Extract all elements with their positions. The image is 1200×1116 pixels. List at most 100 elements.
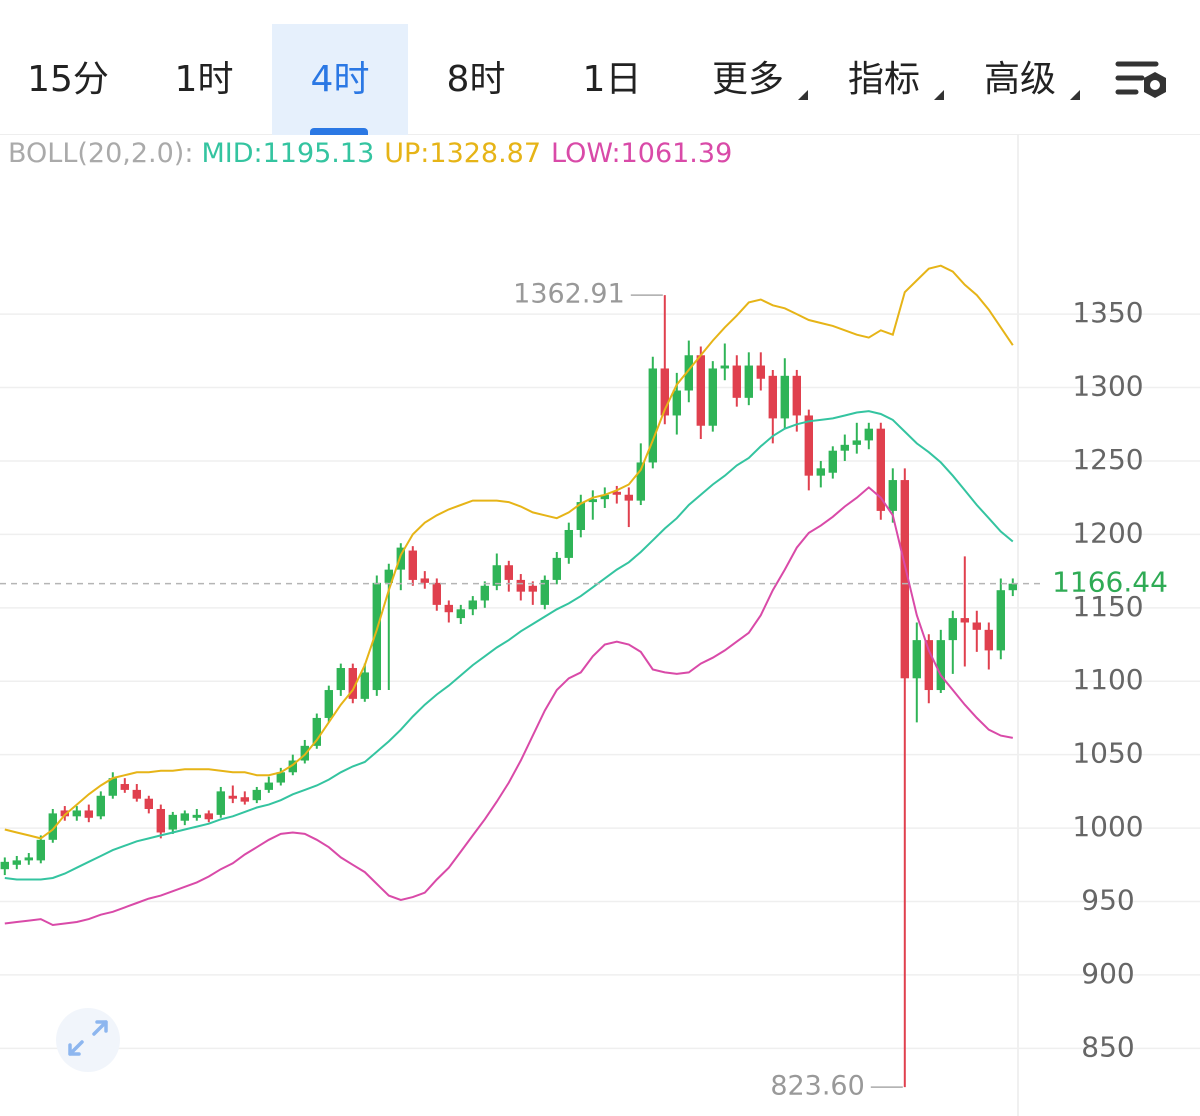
candle-body (228, 795, 237, 799)
candle-body (276, 772, 285, 783)
candle-body (648, 368, 657, 463)
candle-body (312, 717, 321, 746)
candle-body (840, 444, 849, 451)
tab-label: 指标 (847, 59, 920, 100)
candle-body (912, 640, 921, 679)
candle-body (960, 618, 969, 623)
candle-body (612, 491, 621, 495)
candle-body (720, 365, 729, 369)
candle-body (408, 550, 417, 580)
y-tick-label: 900 (1081, 957, 1134, 990)
candle-body (468, 600, 477, 610)
candle-body (180, 813, 189, 821)
candle-body (1008, 583, 1017, 591)
candle-body (828, 450, 837, 473)
tab[interactable]: 4时 (272, 24, 408, 135)
candle-body (996, 590, 1005, 651)
candle-body (108, 778, 117, 796)
tab-label: 更多 (711, 59, 784, 100)
y-tick-label: 1350 (1072, 296, 1143, 329)
bollinger-line (4, 264, 1014, 840)
candle-body (288, 760, 297, 773)
candle-body (636, 462, 645, 501)
candle-body (120, 784, 129, 790)
candle-body (240, 797, 249, 802)
candle-body (876, 428, 885, 511)
candle-body (588, 499, 597, 503)
tab-bar: 15分 1时 4时 8时 1日 更多 指标 高级 (0, 0, 1200, 135)
candle-body (96, 795, 105, 817)
candle-body (780, 375, 789, 419)
candle-body (600, 494, 609, 500)
candle-body (372, 582, 381, 691)
tab-label: 1日 (582, 59, 642, 100)
tab[interactable]: 高级 (952, 24, 1088, 135)
candle-body (756, 365, 765, 379)
dropdown-arrow (798, 90, 808, 100)
candle-body (132, 789, 141, 799)
settings-icon[interactable] (1112, 56, 1174, 106)
candle-body (384, 569, 393, 583)
candle-body (252, 789, 261, 801)
candle-body (696, 355, 705, 426)
candle-body (216, 791, 225, 815)
candle-body (924, 640, 933, 691)
candle-body (264, 782, 273, 790)
y-tick-label: 1300 (1072, 370, 1143, 403)
candle-body (972, 622, 981, 630)
last-price-bg (1040, 567, 1200, 596)
candle-body (336, 668, 345, 691)
candle-body (24, 857, 33, 861)
candle-body (360, 672, 369, 699)
candle-body (192, 814, 201, 818)
candle-body (432, 582, 441, 605)
candle-body (0, 861, 9, 870)
candle-body (768, 375, 777, 419)
candle-body (144, 798, 153, 809)
expand-button[interactable] (56, 1008, 120, 1072)
candle-body (204, 813, 213, 820)
candle-body (48, 813, 57, 840)
tab-label: 15分 (27, 59, 109, 100)
tab[interactable]: 15分 (0, 24, 136, 135)
candle-body (852, 440, 861, 445)
candle-body (792, 375, 801, 416)
candle-body (156, 808, 165, 833)
candle-body (576, 502, 585, 530)
tab-label: 高级 (983, 59, 1056, 100)
last-price-label: 1166.44 (1052, 566, 1168, 599)
legend-name: UP: (384, 138, 430, 169)
candle-body (456, 609, 465, 619)
tab[interactable]: 更多 (680, 24, 816, 135)
legend-value: 1328.87 (429, 138, 542, 169)
y-tick-label: 850 (1081, 1030, 1134, 1063)
tab[interactable]: 1日 (544, 24, 680, 135)
tab-label: 4时 (310, 59, 370, 100)
candle-body (888, 480, 897, 511)
candle-body (732, 365, 741, 398)
candle-body (72, 810, 81, 817)
candle-body (516, 579, 525, 592)
legend-name: MID: (201, 138, 263, 169)
y-tick-label: 950 (1081, 883, 1134, 916)
candle-body (864, 428, 873, 441)
bollinger-line (4, 410, 1014, 881)
candle-body (804, 415, 813, 476)
candle-body (552, 557, 561, 580)
indicator-legend: BOLL(20,2.0): MID:1195.13 UP:1328.87 LOW:10… (8, 138, 732, 169)
candle-body (984, 629, 993, 651)
candle-body (168, 814, 177, 830)
candle-body (444, 604, 453, 613)
min-marker-label: 823.60 (770, 1071, 864, 1102)
tab[interactable]: 1时 (136, 24, 272, 135)
indicator-name: BOLL(20,2.0): (8, 138, 194, 169)
candle-body (504, 565, 513, 580)
candle-body (60, 810, 69, 817)
y-tick-label: 1200 (1072, 516, 1143, 549)
tab[interactable]: 8时 (408, 24, 544, 135)
active-indicator (310, 128, 368, 135)
candle-body (480, 585, 489, 601)
tab[interactable]: 指标 (816, 24, 952, 135)
candle-body (36, 839, 45, 861)
